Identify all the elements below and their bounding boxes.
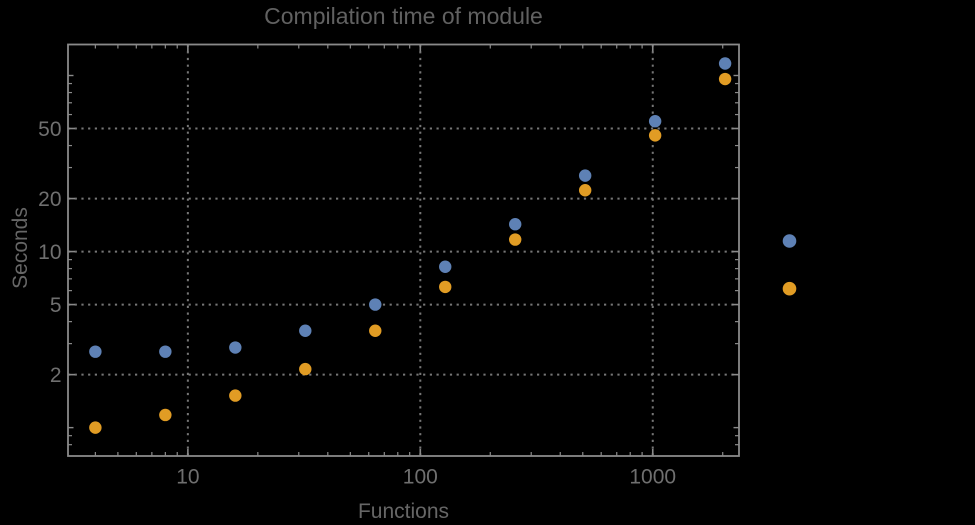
plot-frame [67,43,740,457]
data-point-series-2 [439,280,452,294]
x-tick-label: 10 [176,466,199,489]
data-point-series-2 [648,129,662,142]
data-point-series-2 [369,324,382,337]
y-tick-label: 10 [38,241,61,264]
data-point-series-1 [89,345,102,358]
data-point-series-2 [578,184,592,197]
data-point-series-2 [718,72,732,86]
data-point-series-1 [229,341,242,354]
data-point-series-2 [299,362,312,376]
legend-marker-series-2 [782,281,797,296]
data-point-series-2 [89,421,102,434]
data-point-series-1 [369,298,382,311]
data-point-series-2 [229,389,242,402]
data-point-series-1 [718,57,732,70]
x-tick-label: 1000 [629,466,676,489]
data-point-series-1 [159,345,172,358]
y-tick-label: 20 [38,188,61,211]
chart-title: Compilation time of module [264,3,543,29]
y-tick-label: 5 [50,294,62,317]
data-point-series-2 [159,408,172,422]
x-axis-label: Functions [357,500,450,523]
data-point-series-1 [299,324,312,337]
x-tick-label: 100 [403,466,438,489]
data-point-series-1 [578,169,592,182]
data-point-series-1 [648,115,662,128]
data-point-series-1 [509,218,522,231]
y-tick-label: 2 [50,364,62,387]
legend-marker-series-1 [782,234,797,248]
data-point-series-1 [439,260,452,273]
y-tick-label: 50 [38,118,61,141]
data-point-series-2 [509,233,522,246]
